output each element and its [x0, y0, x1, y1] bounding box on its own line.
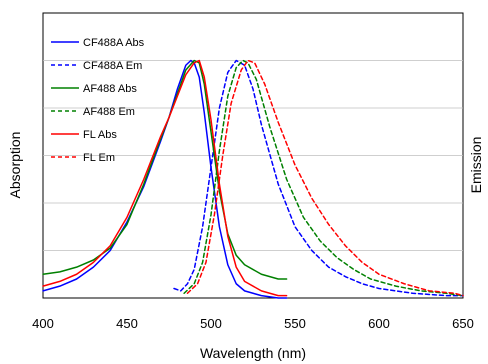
x-tick-label: 550: [284, 316, 306, 331]
legend-label: AF488 Abs: [83, 83, 137, 95]
legend-label: FL Abs: [83, 129, 117, 141]
x-axis-title: Wavelength (nm): [200, 345, 306, 361]
y-axis-title-right: Emission: [468, 137, 484, 194]
legend-label: CF488A Abs: [83, 37, 145, 49]
x-tick-label: 600: [368, 316, 390, 331]
series-line: [183, 59, 464, 297]
legend-label: CF488A Em: [83, 60, 142, 72]
x-tick-label: 400: [32, 316, 54, 331]
x-tick-label: 650: [452, 316, 474, 331]
x-tick-label: 500: [200, 316, 222, 331]
series-line: [42, 59, 288, 297]
series-lines: [42, 59, 464, 299]
legend: CF488A Abs CF488A Em AF488 Abs AF488 Em FL A…: [51, 37, 145, 164]
legend-label: AF488 Em: [83, 106, 135, 118]
series-line: [186, 59, 464, 297]
series-line: [173, 59, 464, 297]
gridlines: [43, 60, 463, 251]
y-axis-title-left: Absorption: [7, 132, 23, 199]
legend-label: FL Em: [83, 152, 115, 164]
series-line: [42, 59, 288, 299]
x-tick-labels: 400 450 500 550 600 650: [32, 316, 474, 331]
x-tick-label: 450: [116, 316, 138, 331]
